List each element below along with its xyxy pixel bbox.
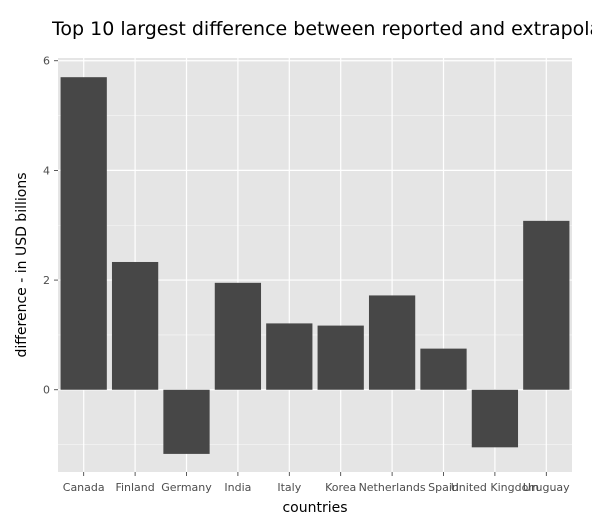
x-tick-label: Spain: [428, 481, 459, 494]
x-tick-label: India: [224, 481, 251, 494]
bar-united-kingdom: [471, 389, 519, 448]
x-tick-label: Uruguay: [523, 481, 570, 494]
y-tick-label: 4: [43, 164, 50, 177]
x-tick-label: Korea: [325, 481, 356, 494]
x-tick-label: Germany: [161, 481, 212, 494]
y-tick-label: 0: [43, 384, 50, 397]
bar-korea: [317, 325, 364, 390]
chart-title: Top 10 largest difference between report…: [52, 18, 592, 40]
y-tick-label: 6: [43, 55, 50, 68]
bar-uruguay: [523, 220, 570, 390]
y-tick-label: 2: [43, 274, 50, 287]
x-tick-label: Italy: [277, 481, 301, 494]
bar-india: [214, 282, 262, 390]
bar-netherlands: [368, 295, 416, 390]
bar-spain: [420, 348, 467, 390]
x-tick-label: Finland: [115, 481, 154, 494]
x-tick-label: United Kingdom: [451, 481, 539, 494]
x-tick-label: Netherlands: [359, 481, 426, 494]
bar-canada: [60, 77, 107, 390]
bar-germany: [163, 389, 210, 454]
x-axis-title: countries: [282, 500, 347, 516]
bar-italy: [266, 323, 313, 390]
x-tick-label: Canada: [63, 481, 105, 494]
bar-finland: [111, 261, 159, 390]
y-axis-title: difference - in USD billions: [14, 173, 30, 358]
